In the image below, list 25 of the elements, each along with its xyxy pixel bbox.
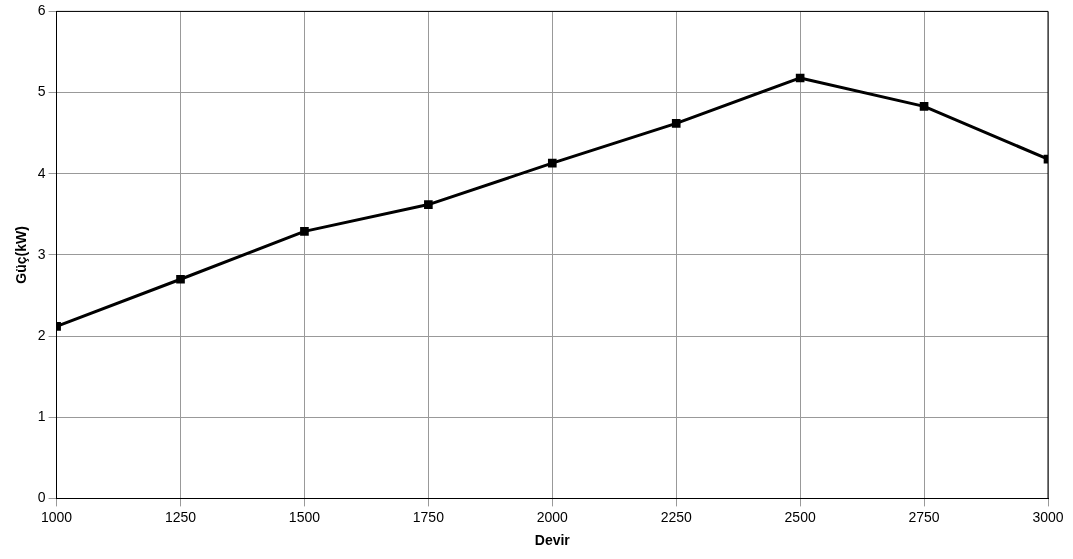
y-tick-label: 1 bbox=[37, 408, 46, 425]
x-tick-label: 2500 bbox=[784, 508, 816, 525]
x-tick-label: 1000 bbox=[41, 508, 73, 525]
x-tick-label: 1750 bbox=[412, 508, 445, 525]
y-tick-label: 2 bbox=[37, 326, 46, 343]
x-tick-label: 2250 bbox=[660, 508, 692, 525]
point bbox=[300, 227, 309, 236]
point bbox=[547, 158, 557, 168]
y-tick-label: 3 bbox=[37, 245, 46, 262]
point bbox=[671, 119, 681, 128]
x-tick-label: 1500 bbox=[288, 508, 321, 525]
x-axis-title: Devir bbox=[534, 532, 571, 549]
x-tick-label: 3000 bbox=[1032, 508, 1064, 525]
y-tick-label: 4 bbox=[37, 164, 46, 181]
y-axis-title: Güç(kW) bbox=[13, 226, 30, 284]
x-tick-label: 2750 bbox=[908, 508, 940, 525]
x-tick-label: 2000 bbox=[536, 508, 569, 525]
point bbox=[795, 73, 805, 83]
y-tick-label: 6 bbox=[37, 2, 46, 19]
point bbox=[919, 102, 929, 111]
y-tick-label: 0 bbox=[37, 489, 46, 506]
x-tick-label: 1250 bbox=[164, 508, 197, 525]
point bbox=[424, 200, 433, 209]
point bbox=[176, 274, 185, 284]
y-tick-label: 5 bbox=[37, 83, 46, 100]
